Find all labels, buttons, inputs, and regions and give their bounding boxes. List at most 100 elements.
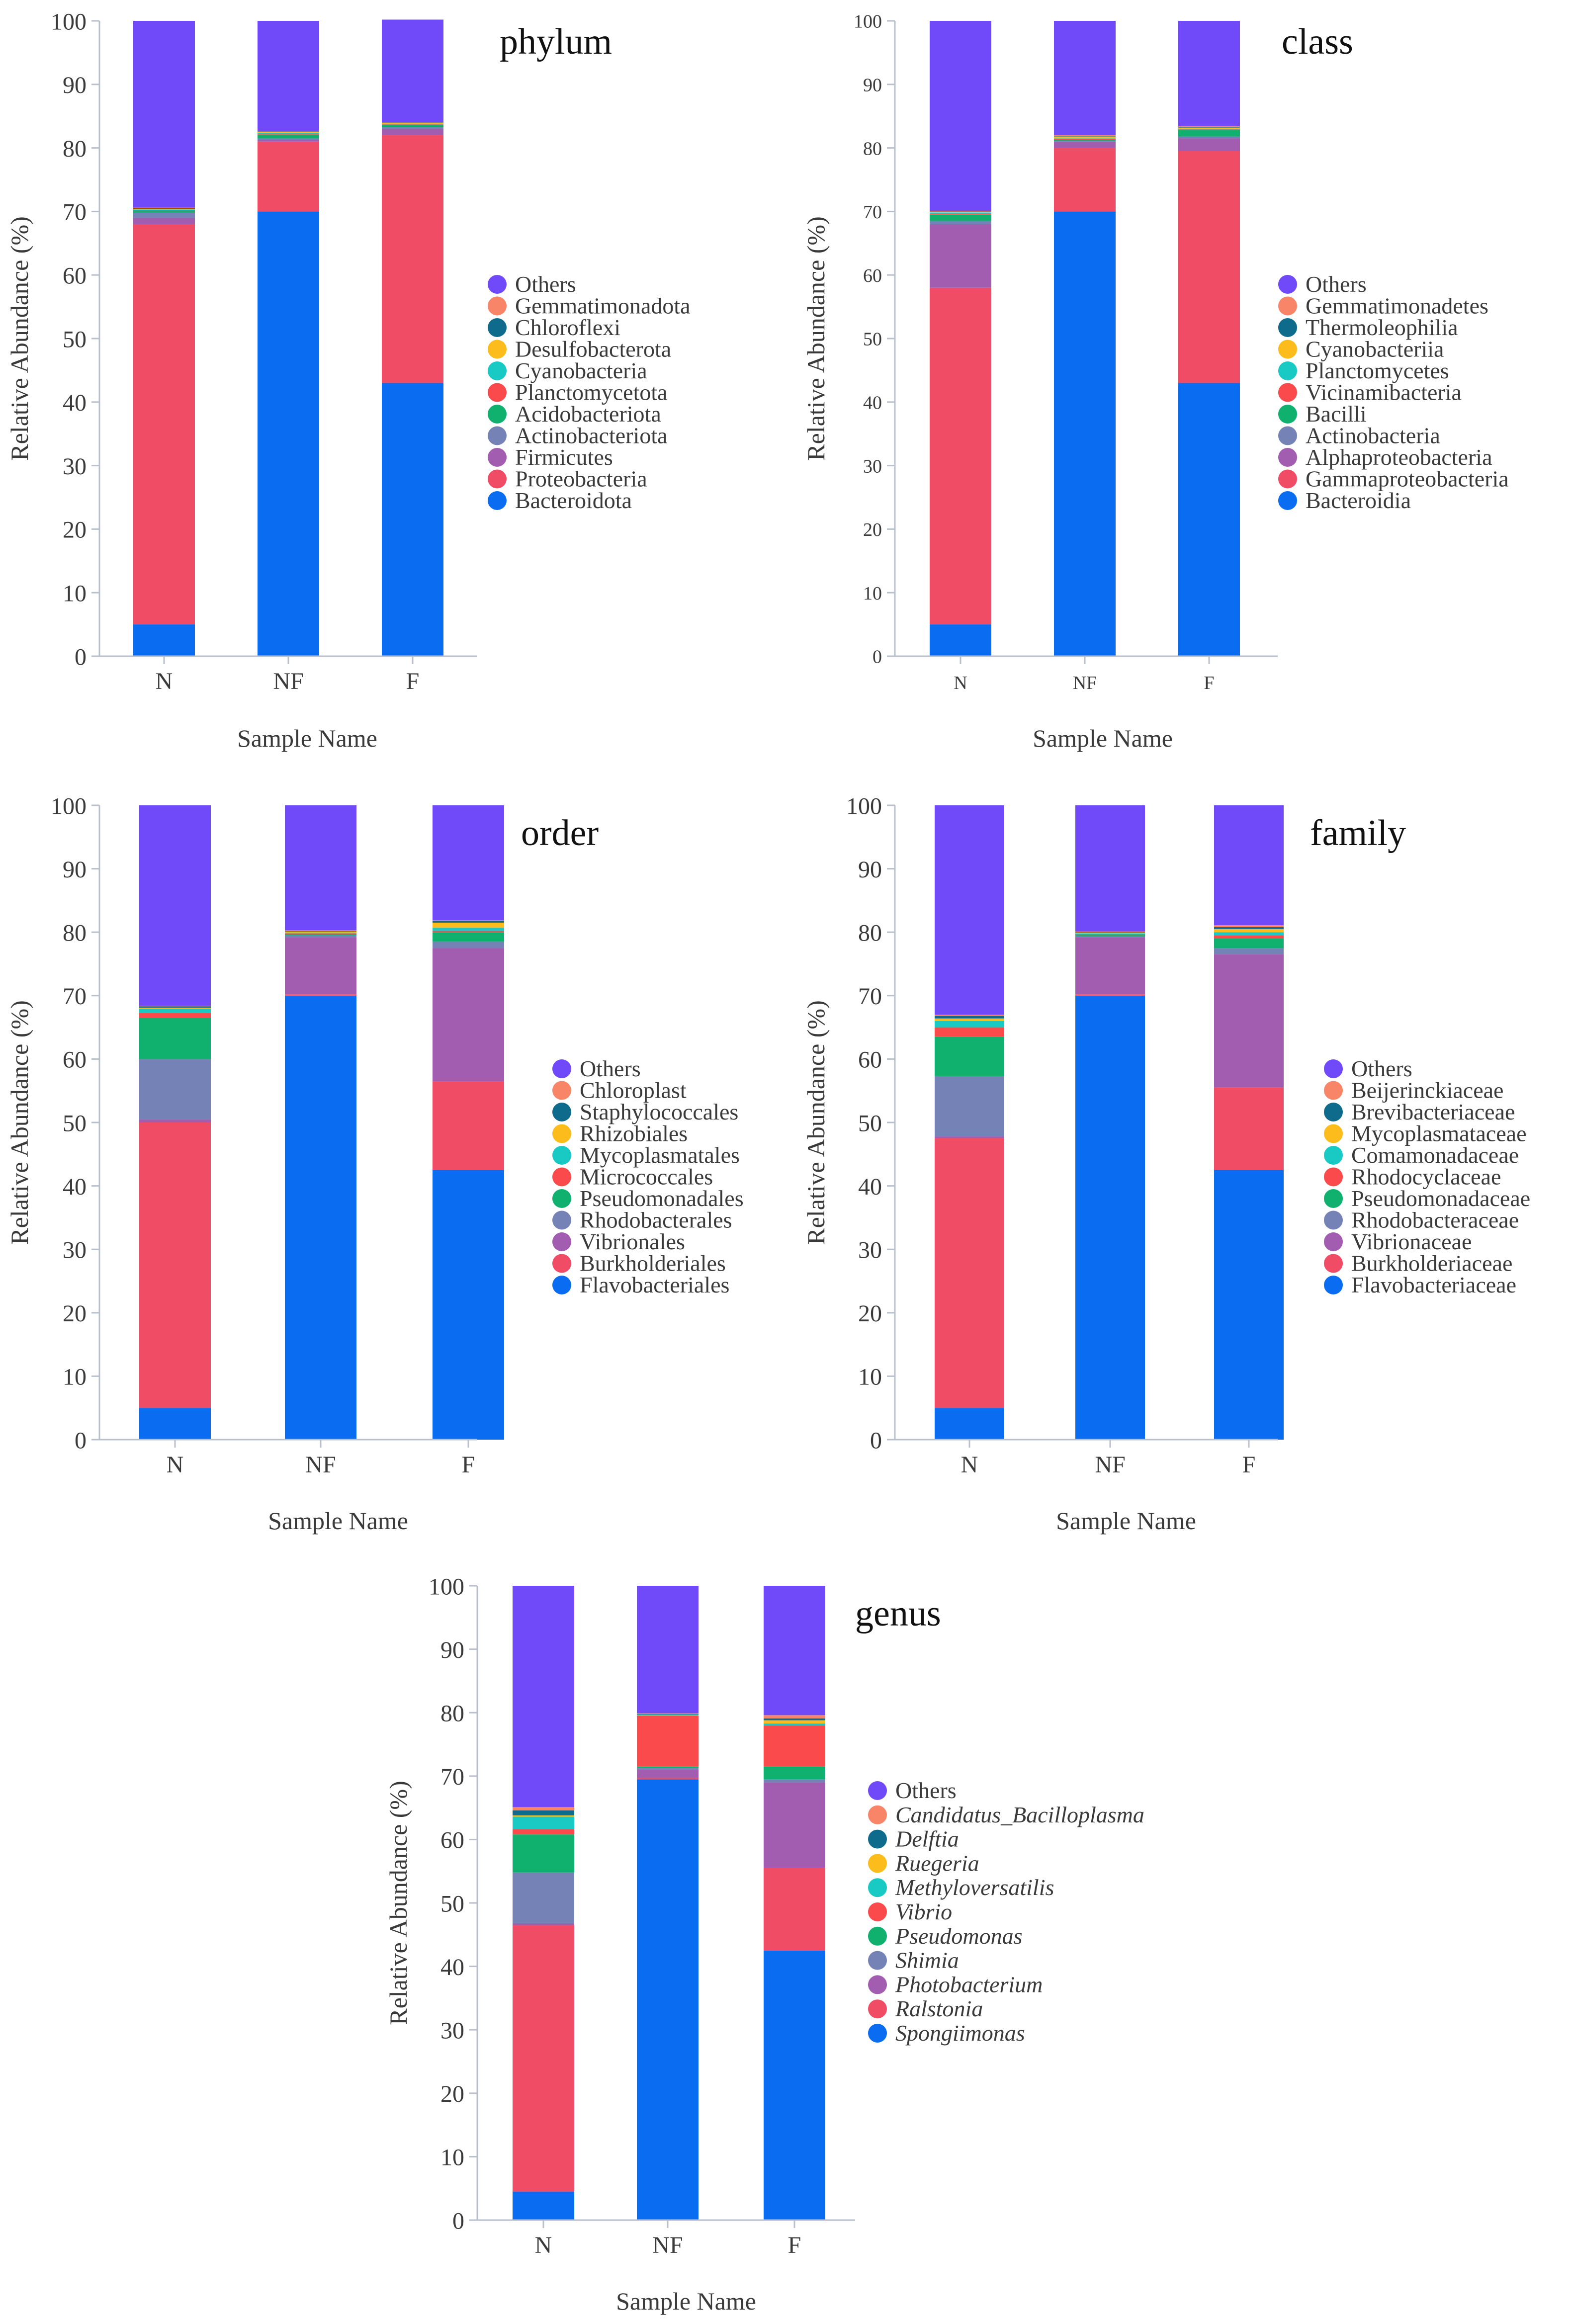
bar-segment-nf-others (637, 1586, 699, 1714)
bar-segment-nf-alphaproteobacteria (1054, 141, 1116, 148)
legend-marker (1324, 1254, 1343, 1273)
legend-label: Thermoleophilia (1306, 315, 1458, 340)
bar-segment-n-planctomycetota (133, 210, 195, 211)
legend-label: Spongiimonas (895, 2020, 1025, 2046)
legend-label: Delftia (895, 1826, 959, 1852)
legend-marker (1324, 1232, 1343, 1251)
legend-label: Cyanobacteriia (1306, 337, 1444, 362)
bar-segment-nf-planctomycetes (1054, 138, 1116, 139)
bar-segment-nf-bacteroidota (258, 211, 319, 656)
bar-segment-nf-pseudomonadaceae (1075, 935, 1145, 936)
bar-segment-nf-vicinamibacteria (1054, 139, 1116, 140)
y-tick-label: 0 (452, 2208, 464, 2234)
bar-segment-n-flavobacteriales (139, 1408, 211, 1440)
legend-marker (868, 1878, 887, 1897)
bar-segment-n-firmicutes (133, 218, 195, 224)
legend-label: Others (1306, 271, 1367, 297)
bar-segment-nf-photobacterium (637, 1770, 699, 1778)
legend-marker (868, 1926, 887, 1946)
legend-label: Acidobacteriota (515, 401, 661, 427)
bar-segment-n-beijerinckiaceae (935, 1015, 1004, 1016)
y-tick-label: 100 (846, 793, 882, 819)
bar-segment-nf-cyanobacteria (258, 132, 319, 134)
bar-segment-nf-others (285, 805, 356, 931)
bar-segment-nf-candidatus-bacilloplasma (637, 1713, 699, 1714)
bar-segment-f-acidobacteriota (382, 125, 443, 127)
legend-label: Bacteroidota (515, 488, 632, 513)
y-tick-label: 100 (51, 793, 87, 819)
bar-segment-nf-methyloversatilis (637, 1715, 699, 1716)
legend-label: Others (515, 271, 576, 297)
bar-segment-nf-bacilli (1054, 139, 1116, 141)
bar-segment-f-rhizobiales (433, 923, 504, 928)
legend-label: Mycoplasmataceae (1351, 1121, 1526, 1146)
legend-marker (868, 1805, 887, 1824)
y-tick-label: 0 (75, 644, 87, 670)
y-tick-label: 10 (63, 1364, 87, 1390)
x-tick-label: NF (305, 1452, 336, 1478)
legend-label: Pseudomonadaceae (1351, 1186, 1530, 1211)
bar-segment-f-ruegeria (764, 1720, 825, 1723)
bar-segment-nf-others (1054, 21, 1116, 136)
bar-segment-nf-pseudomonadales (285, 934, 356, 936)
legend-label: Ralstonia (895, 1996, 983, 2021)
bar-segment-f-chloroflexi (382, 122, 443, 123)
bar-segment-nf-rhizobiales (285, 931, 356, 933)
bar-segment-n-bacteroidia (930, 624, 991, 656)
legend-marker (868, 1999, 887, 2019)
bar-segment-n-pseudomonadales (139, 1018, 211, 1059)
legend-marker (488, 318, 507, 337)
bar-segment-n-vicinamibacteria (930, 213, 991, 215)
y-tick-label: 30 (858, 1237, 882, 1263)
y-tick-label: 80 (63, 920, 87, 946)
bar-segment-n-comamonadaceae (935, 1021, 1004, 1028)
bar-segment-nf-chloroplast (285, 930, 356, 931)
y-tick-label: 60 (63, 1047, 87, 1073)
bar-segment-n-photobacterium (513, 1923, 574, 1925)
y-tick-label: 100 (429, 1573, 464, 1600)
legend-marker (488, 296, 507, 316)
bar-segment-f-pseudomonas (764, 1766, 825, 1780)
legend-marker (488, 383, 507, 402)
bar-segment-f-proteobacteria (382, 135, 443, 383)
legend-marker (552, 1146, 571, 1165)
bar-segment-n-pseudomonadaceae (935, 1036, 1004, 1076)
bar-segment-f-burkholderiaceae (1214, 1087, 1284, 1170)
bar-segment-f-mycoplasmatales (433, 928, 504, 931)
y-tick-label: 50 (863, 329, 882, 350)
legend-label: Desulfobacterota (515, 337, 671, 362)
legend-label: Gemmatimonadetes (1306, 293, 1488, 319)
legend-label: Brevibacteriaceae (1351, 1099, 1515, 1124)
bar-segment-nf-rhodobacteraceae (1075, 936, 1145, 938)
y-tick-label: 100 (51, 8, 87, 35)
bar-segment-f-others (764, 1586, 825, 1716)
bar-segment-nf-firmicutes (258, 139, 319, 142)
y-tick-label: 70 (440, 1764, 464, 1790)
bar-segment-n-others (133, 21, 195, 208)
bar-segment-nf-cyanobacteriia (1054, 136, 1116, 139)
legend-label: Others (895, 1778, 957, 1803)
bar-segment-n-methyloversatilis (513, 1816, 574, 1829)
x-axis-title: Sample Name (237, 724, 377, 752)
bar-segment-f-vibrionaceae (1214, 954, 1284, 1088)
bar-segment-nf-vibrio (637, 1716, 699, 1767)
legend-label: Vibrionales (580, 1229, 685, 1254)
bar-segment-n-others (935, 805, 1004, 1015)
legend: OthersCandidatus_BacilloplasmaDelftiaRue… (868, 1778, 1144, 2046)
legend-label: Chloroplast (580, 1078, 687, 1103)
bar-segment-n-delftia (513, 1810, 574, 1815)
y-tick-label: 40 (63, 390, 87, 416)
legend-marker (1278, 469, 1297, 489)
legend-marker (488, 361, 507, 380)
bar-segment-f-rhodocyclaceae (1214, 935, 1284, 939)
y-tick-label: 20 (858, 1300, 882, 1327)
legend-marker (552, 1059, 571, 1078)
bar-segment-f-bacteroidota (382, 383, 443, 656)
bar-segment-f-actinobacteriota (382, 127, 443, 129)
y-tick-label: 80 (440, 1700, 464, 1726)
chart-title: genus (855, 1593, 941, 1634)
chart-family: 0 10 20 30 40 50 60 70 80 90 100 N NF F Sample Name Rel… (802, 793, 1530, 1535)
bar-segment-f-desulfobacterota (382, 123, 443, 124)
legend-marker (1278, 426, 1297, 445)
legend-label: Alphaproteobacteria (1306, 444, 1492, 470)
